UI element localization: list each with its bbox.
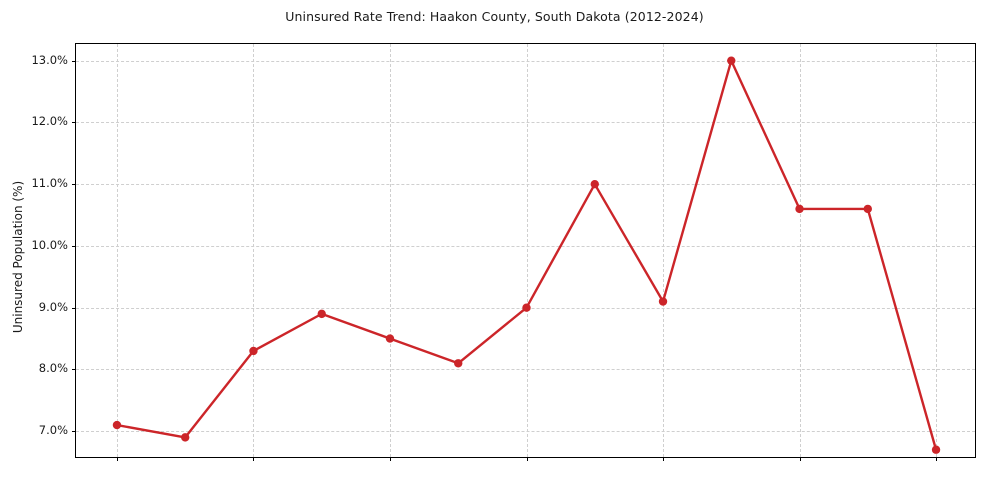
data-point-marker <box>863 204 872 214</box>
gridline-vertical <box>253 44 255 457</box>
gridline-vertical <box>526 44 528 457</box>
y-tick-mark <box>72 184 76 186</box>
gridline-horizontal <box>76 60 975 62</box>
y-tick-label: 12.0% <box>31 114 68 129</box>
y-tick-label: 13.0% <box>31 52 68 67</box>
y-tick-label: 11.0% <box>31 176 68 191</box>
plot-area <box>72 43 976 461</box>
gridline-horizontal <box>76 122 975 124</box>
y-tick-label: 9.0% <box>38 299 68 314</box>
gridline-horizontal <box>76 184 975 186</box>
y-tick-mark <box>72 307 76 309</box>
x-tick-mark <box>526 457 528 461</box>
gridline-horizontal <box>76 369 975 371</box>
x-tick-mark <box>253 457 255 461</box>
chart-title: Uninsured Rate Trend: Haakon County, Sou… <box>285 9 704 24</box>
y-tick-mark <box>72 369 76 371</box>
gridline-horizontal <box>76 307 975 309</box>
data-point-marker <box>454 359 463 368</box>
gridline-vertical <box>799 44 801 457</box>
x-tick-mark <box>116 457 118 461</box>
data-point-marker <box>317 309 326 319</box>
y-tick-mark <box>72 122 76 124</box>
gridline-vertical <box>663 44 664 457</box>
x-tick-mark <box>663 457 664 461</box>
y-tick-label: 10.0% <box>31 237 68 252</box>
y-tick-mark <box>72 60 76 62</box>
y-tick-mark <box>72 245 76 247</box>
gridline-vertical <box>936 44 938 457</box>
gridline-vertical <box>389 44 391 457</box>
data-point-marker <box>181 433 190 442</box>
x-tick-mark <box>936 457 938 461</box>
gridline-horizontal <box>76 245 975 247</box>
x-tick-mark <box>799 457 801 461</box>
y-tick-label: 8.0% <box>38 361 68 376</box>
gridline-horizontal <box>76 431 975 433</box>
y-tick-mark <box>72 431 76 433</box>
gridline-vertical <box>116 44 118 457</box>
x-tick-mark <box>389 457 391 461</box>
y-tick-label: 7.0% <box>38 423 68 438</box>
